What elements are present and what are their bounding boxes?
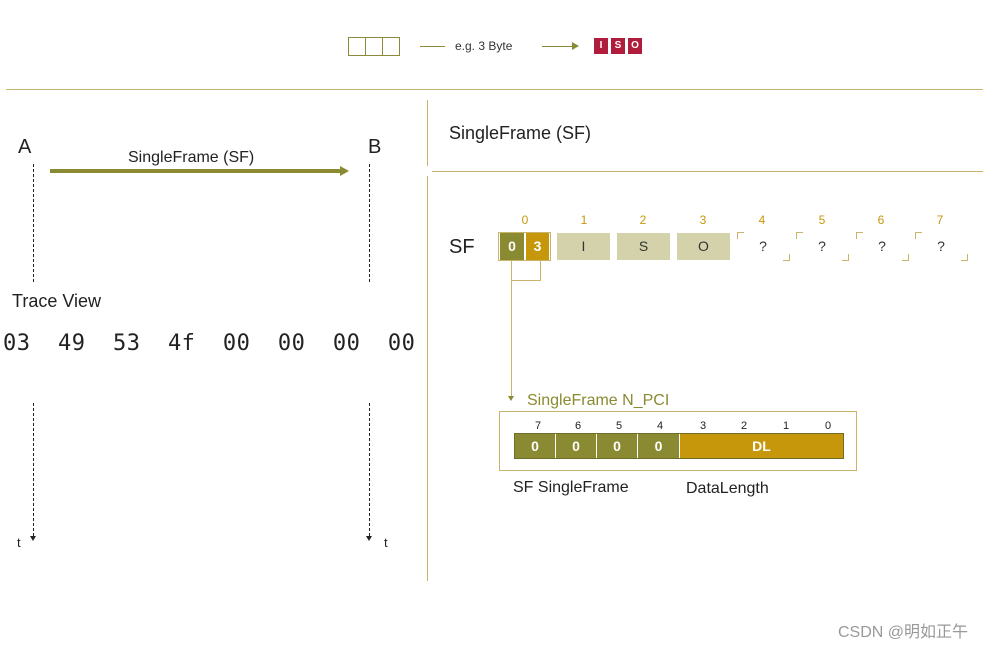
byte-index: 3 <box>699 213 707 227</box>
byte-index: 2 <box>639 213 647 227</box>
pci-connector <box>511 280 512 396</box>
node-a-label: A <box>18 136 32 158</box>
bit-number: 4 <box>656 420 664 432</box>
caption-data-length: DataLength <box>686 480 769 497</box>
trace-view-title: Trace View <box>12 291 102 311</box>
time-arrow-left-head <box>30 536 36 541</box>
message-arrow-head <box>340 166 349 176</box>
pci-connector-head <box>508 396 514 401</box>
legend-iso-block: I S O <box>594 38 644 54</box>
type-bit: 0 <box>597 434 638 458</box>
node-b-label: B <box>368 136 382 158</box>
legend-example-text: e.g. 3 Byte <box>455 39 513 53</box>
npci-bits-outline <box>514 433 844 459</box>
middle-divider <box>427 100 428 166</box>
trace-bytes: 03 49 53 4f 00 00 00 00 <box>3 331 416 356</box>
lifeline-a-upper <box>33 164 34 282</box>
legend-bytes-box <box>348 37 400 56</box>
bit-number: 1 <box>782 420 790 432</box>
bracket-corner <box>902 254 909 261</box>
bit-number: 6 <box>574 420 582 432</box>
legend-arrow <box>542 46 572 47</box>
unknown-byte: ? <box>878 238 886 254</box>
right-title-divider <box>432 171 983 172</box>
data-byte: S <box>617 233 670 260</box>
bit-number: 0 <box>824 420 832 432</box>
legend-arrow-head <box>572 42 579 50</box>
bracket-corner <box>796 232 803 239</box>
npci-frame <box>499 411 857 471</box>
right-panel-title: SingleFrame (SF) <box>449 123 592 143</box>
byte-index: 4 <box>758 213 766 227</box>
legend-line <box>420 46 445 47</box>
bit-number: 2 <box>740 420 748 432</box>
type-bit: 0 <box>556 434 597 458</box>
pci-type-nibble: 0 <box>500 233 524 260</box>
dl-field: DL <box>680 434 843 458</box>
npci-title: SingleFrame N_PCI <box>527 392 670 409</box>
message-arrow-shaft <box>50 169 340 173</box>
data-byte: O <box>677 233 730 260</box>
byte-index: 5 <box>818 213 826 227</box>
watermark: CSDN @明如正午 <box>838 624 969 641</box>
bit-number: 3 <box>699 420 707 432</box>
message-arrow-label: SingleFrame (SF) <box>128 149 255 166</box>
bit-number: 5 <box>615 420 623 432</box>
lifeline-b-upper <box>369 164 370 282</box>
bracket-corner <box>961 254 968 261</box>
unknown-byte: ? <box>937 238 945 254</box>
top-divider <box>6 89 983 90</box>
bracket-corner <box>783 254 790 261</box>
byte-index: 6 <box>877 213 885 227</box>
pci-bracket <box>511 261 541 281</box>
time-label-left: t <box>17 535 21 550</box>
middle-divider-lower <box>427 176 428 581</box>
iso-letter-i: I <box>594 38 608 54</box>
time-label-right: t <box>384 535 388 550</box>
bracket-corner <box>915 232 922 239</box>
type-bit: 0 <box>515 434 556 458</box>
bracket-corner <box>737 232 744 239</box>
type-bit: 0 <box>638 434 680 458</box>
byte-index: 1 <box>580 213 588 227</box>
time-arrow-right-head <box>366 536 372 541</box>
unknown-byte: ? <box>818 238 826 254</box>
iso-letter-s: S <box>611 38 625 54</box>
lifeline-b-lower <box>369 403 370 536</box>
bracket-corner <box>856 232 863 239</box>
caption-frame-type: SF SingleFrame <box>513 479 629 496</box>
lifeline-a-lower <box>33 403 34 536</box>
iso-letter-o: O <box>628 38 642 54</box>
data-byte: I <box>557 233 610 260</box>
pci-length-nibble: 3 <box>526 233 549 260</box>
bit-number: 7 <box>534 420 542 432</box>
frame-label: SF <box>449 236 475 258</box>
byte-index: 0 <box>521 213 529 227</box>
unknown-byte: ? <box>759 238 767 254</box>
pci-byte <box>498 232 551 261</box>
byte-index: 7 <box>936 213 944 227</box>
bracket-corner <box>842 254 849 261</box>
